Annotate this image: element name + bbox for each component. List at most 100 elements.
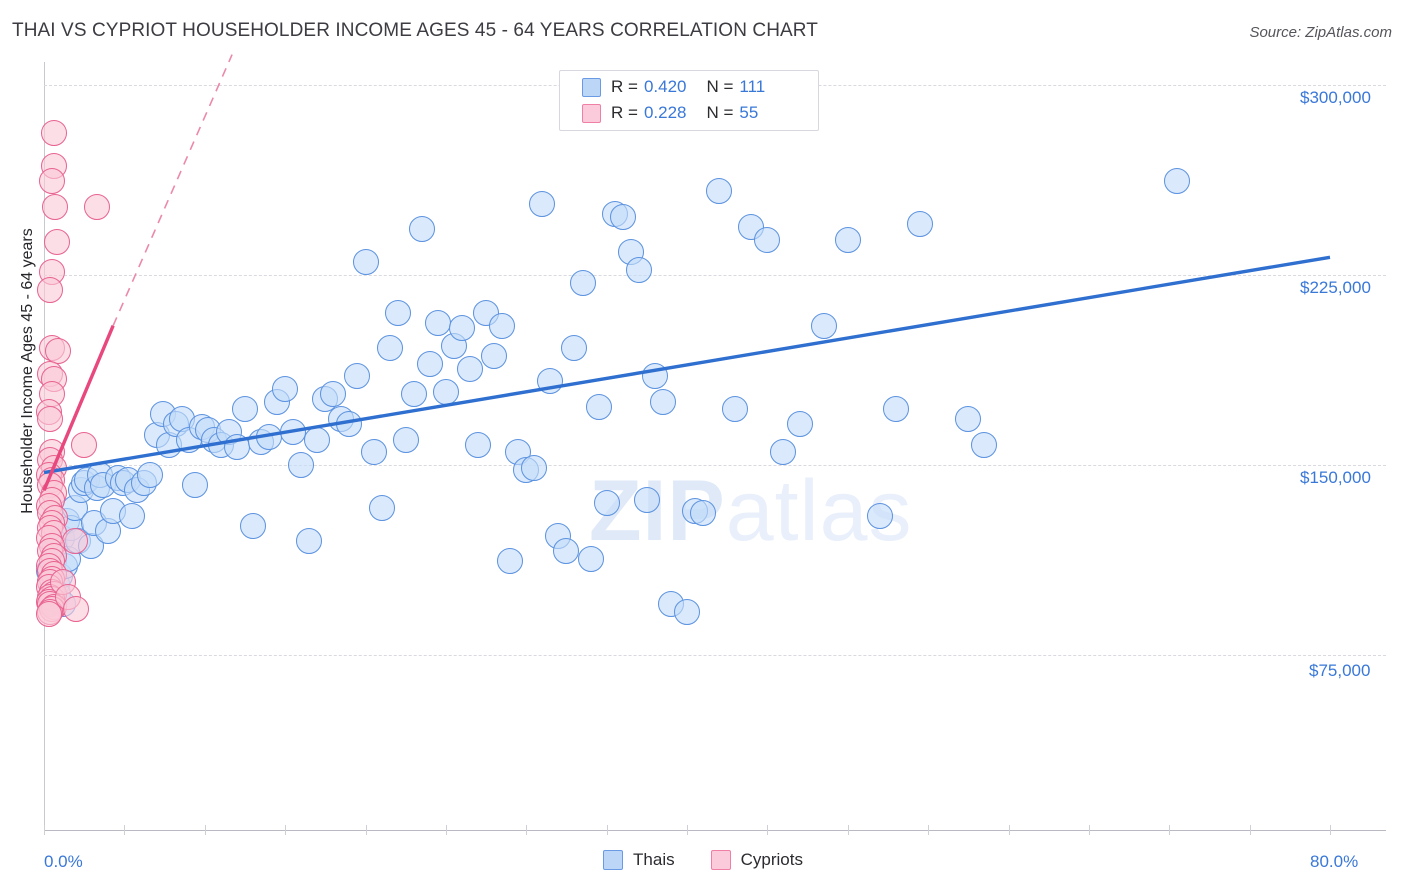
data-point-thais [529, 191, 556, 218]
r-value-cypriots: 0.228 [643, 103, 687, 122]
y-tick-label-150000: $150,000 [1300, 468, 1371, 487]
data-point-thais [625, 256, 652, 283]
gridline-150000 [44, 465, 1386, 466]
y-tick-label-300000: $300,000 [1300, 88, 1371, 107]
legend-swatch-thais [582, 77, 601, 97]
r-value-thais: 0.420 [643, 77, 687, 96]
data-point-thais [585, 393, 612, 420]
x-tick-35 [606, 825, 608, 835]
r-key-thais: R = [611, 77, 638, 96]
data-point-thais [481, 343, 508, 370]
data-point-thais [465, 431, 492, 458]
x-tick-10 [204, 825, 206, 835]
data-point-thais [593, 490, 620, 516]
data-point-thais [223, 434, 250, 461]
y-tick-label-225000: $225,000 [1300, 278, 1371, 297]
data-point-thais [392, 426, 419, 453]
source-attribution: Source: ZipAtlas.com [1249, 24, 1392, 41]
data-point-cypriots [37, 406, 64, 433]
r-key-cypriots: R = [611, 103, 638, 122]
data-point-thais [416, 350, 443, 377]
data-point-cypriots [37, 277, 64, 304]
data-point-thais [786, 411, 813, 438]
n-value-thais: 111 [739, 77, 766, 96]
data-point-thais [296, 528, 323, 554]
data-point-thais [609, 203, 636, 230]
data-point-thais [119, 502, 146, 529]
stats-legend-row-thais: R = 0.420 N = 111 [582, 75, 765, 99]
data-point-thais [754, 226, 781, 253]
x-tick-50 [847, 825, 849, 835]
data-point-cypriots [40, 120, 67, 147]
data-point-thais [521, 454, 548, 481]
data-point-cypriots [63, 596, 90, 623]
x-tick-55 [928, 825, 930, 835]
x-tick-65 [1088, 825, 1090, 835]
x-tick-25 [445, 825, 447, 835]
data-point-thais [770, 439, 797, 466]
data-point-thais [280, 419, 307, 446]
data-point-thais [336, 411, 363, 438]
data-point-cypriots [71, 431, 98, 458]
data-point-cypriots [39, 168, 66, 195]
n-key-cypriots: N = [706, 103, 734, 122]
data-point-thais [448, 315, 475, 342]
x-tick-60 [1008, 825, 1010, 835]
gridline-225000 [44, 275, 1386, 276]
data-point-thais [352, 249, 379, 276]
data-point-thais [706, 178, 733, 205]
data-point-thais [432, 378, 459, 405]
gridline-75000 [44, 655, 1386, 656]
series-legend: Thais Cypriots [0, 850, 1406, 870]
y-tick-label-75000: $75,000 [1309, 661, 1371, 680]
data-point-thais [907, 211, 934, 238]
data-point-thais [239, 512, 266, 539]
data-point-thais [649, 388, 676, 415]
data-point-thais [304, 426, 331, 453]
data-point-cypriots [43, 229, 70, 256]
data-point-thais [722, 396, 749, 423]
data-point-thais [633, 487, 660, 514]
data-point-thais [489, 312, 516, 339]
data-point-thais [384, 300, 411, 326]
series-swatch-thais [603, 850, 624, 870]
data-point-thais [376, 335, 403, 362]
data-point-thais [834, 226, 861, 253]
data-point-thais [866, 502, 893, 529]
data-point-thais [738, 213, 765, 240]
data-point-thais [497, 548, 524, 575]
data-point-thais [882, 396, 909, 423]
data-point-cypriots [84, 193, 111, 220]
data-point-thais [256, 424, 283, 451]
legend-item-cypriots[interactable]: Cypriots [710, 850, 803, 870]
stats-legend: R = 0.420 N = 111 R = 0.228 N = 55 [559, 70, 819, 131]
data-point-thais [690, 500, 717, 527]
data-point-thais [368, 495, 395, 522]
x-axis-line [44, 830, 1386, 831]
x-tick-label-80: 80.0% [1310, 852, 1359, 871]
data-point-thais [810, 312, 837, 339]
x-tick-15 [285, 825, 287, 835]
series-label-thais: Thais [633, 850, 675, 869]
x-tick-0 [44, 825, 45, 835]
data-point-thais [344, 363, 371, 390]
series-label-cypriots: Cypriots [740, 850, 803, 869]
legend-swatch-cypriots [582, 103, 601, 123]
x-tick-40 [687, 825, 688, 835]
data-point-thais [360, 439, 387, 466]
data-point-thais [955, 406, 982, 433]
data-point-thais [569, 269, 596, 296]
data-point-thais [320, 381, 347, 408]
legend-item-thais[interactable]: Thais [603, 850, 675, 870]
plot-area: ZIPatlas [35, 62, 1386, 830]
data-point-thais [577, 545, 604, 572]
n-key-thais: N = [706, 77, 734, 96]
data-point-cypriots [61, 528, 88, 554]
data-point-cypriots [42, 193, 69, 220]
y-axis-label: Householder Income Ages 45 - 64 years [19, 228, 36, 514]
data-point-thais [182, 472, 209, 499]
x-tick-20 [365, 825, 367, 835]
data-point-thais [674, 598, 700, 625]
data-point-thais [971, 431, 998, 458]
